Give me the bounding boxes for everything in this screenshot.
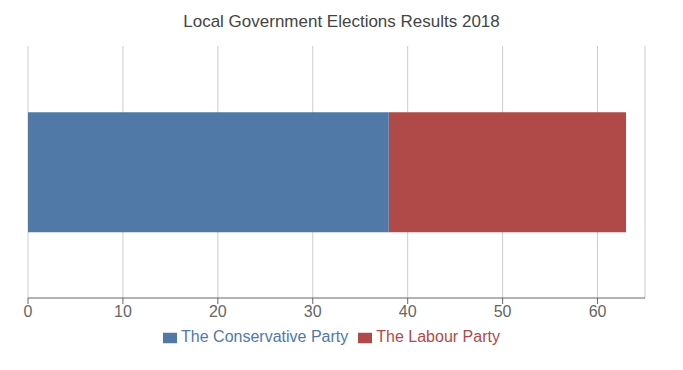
html-text:The Labour Party: The Labour Party bbox=[376, 328, 500, 345]
svg-text:50: 50 bbox=[494, 303, 512, 320]
svg-text:0: 0 bbox=[24, 303, 33, 320]
html-text:The Conservative Party: The Conservative Party bbox=[181, 328, 349, 345]
svg-text:10: 10 bbox=[114, 303, 132, 320]
html-text:Local Government Elections Res: Local Government Elections Results 2018 bbox=[183, 12, 500, 31]
svg-text:40: 40 bbox=[399, 303, 417, 320]
svg-text:20: 20 bbox=[209, 303, 227, 320]
svg-text:30: 30 bbox=[304, 303, 322, 320]
svg-text:60: 60 bbox=[589, 303, 607, 320]
